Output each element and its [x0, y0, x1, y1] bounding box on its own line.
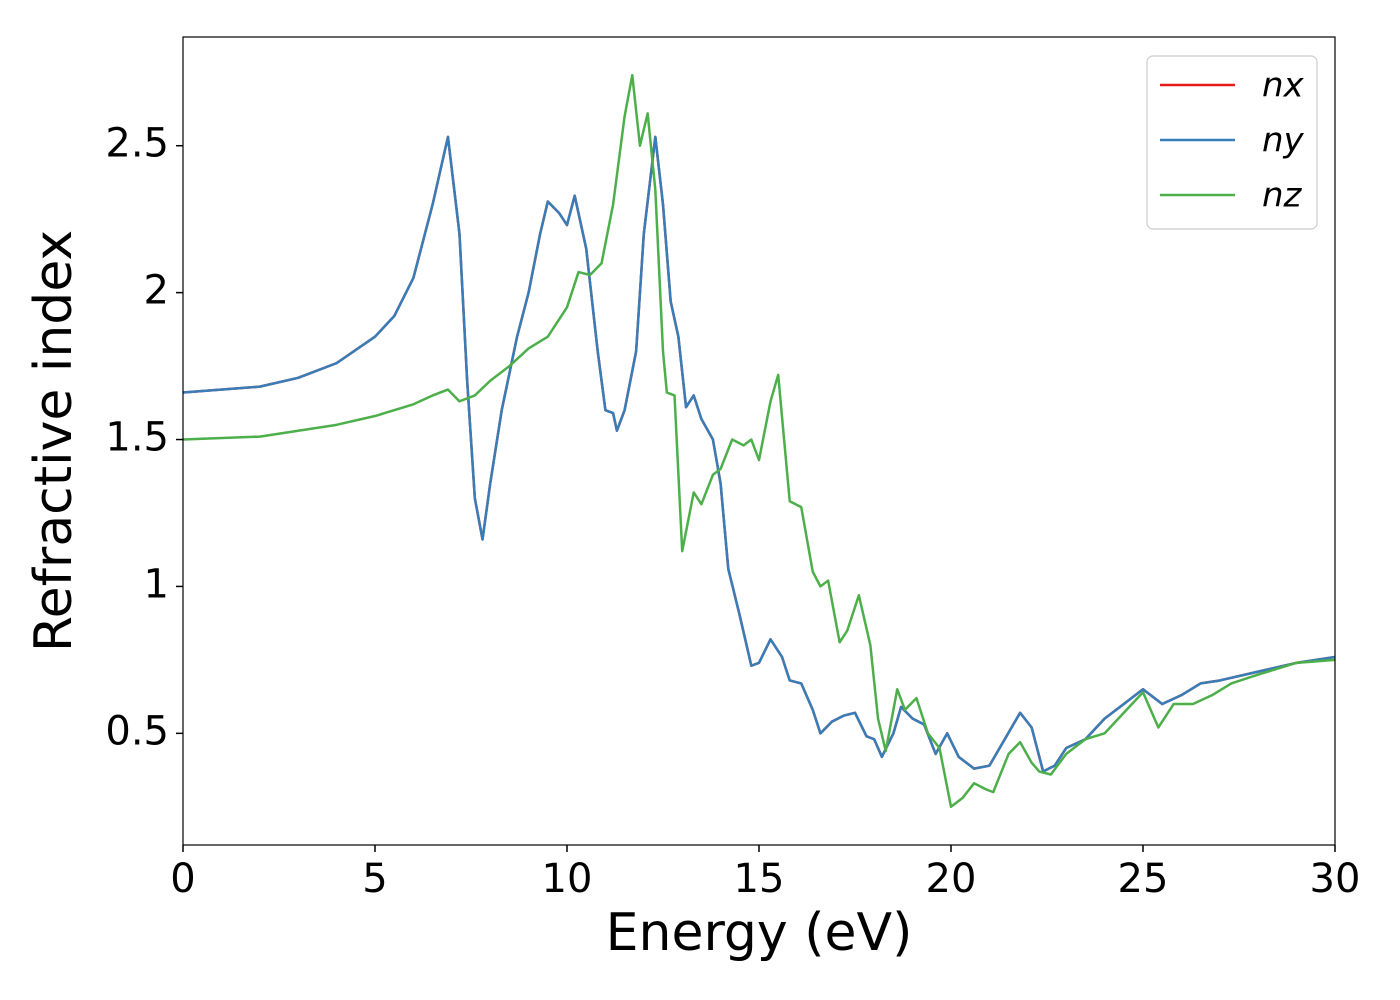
- plot-frame: [182, 36, 1336, 846]
- y-tick-label: 0.5: [105, 708, 169, 754]
- legend: nx ny nz: [1146, 55, 1318, 230]
- y-axis-label: Refractive index: [24, 230, 84, 652]
- y-tick-label: 2.5: [105, 121, 169, 167]
- legend-label: nx: [1262, 66, 1305, 106]
- line-series: [183, 135, 1335, 773]
- x-axis-label: Energy (eV): [606, 903, 913, 963]
- legend-label: nz: [1262, 176, 1303, 216]
- x-tick-label: 5: [362, 856, 387, 902]
- y-tick-label: 2: [144, 268, 169, 314]
- x-tick-label: 25: [1118, 856, 1169, 902]
- x-tick-label: 0: [170, 856, 195, 902]
- x-tick-label: 10: [542, 856, 593, 902]
- y-tick-label: 1.5: [105, 415, 169, 461]
- x-tick-label: 15: [734, 856, 785, 902]
- y-tick-label: 1: [144, 561, 169, 607]
- x-tick-label: 30: [1310, 856, 1361, 902]
- plot-area: [183, 73, 1335, 809]
- legend-label: ny: [1262, 121, 1305, 161]
- line-series: [183, 73, 1335, 809]
- legend-box: [1146, 55, 1318, 230]
- x-tick-label: 20: [926, 856, 977, 902]
